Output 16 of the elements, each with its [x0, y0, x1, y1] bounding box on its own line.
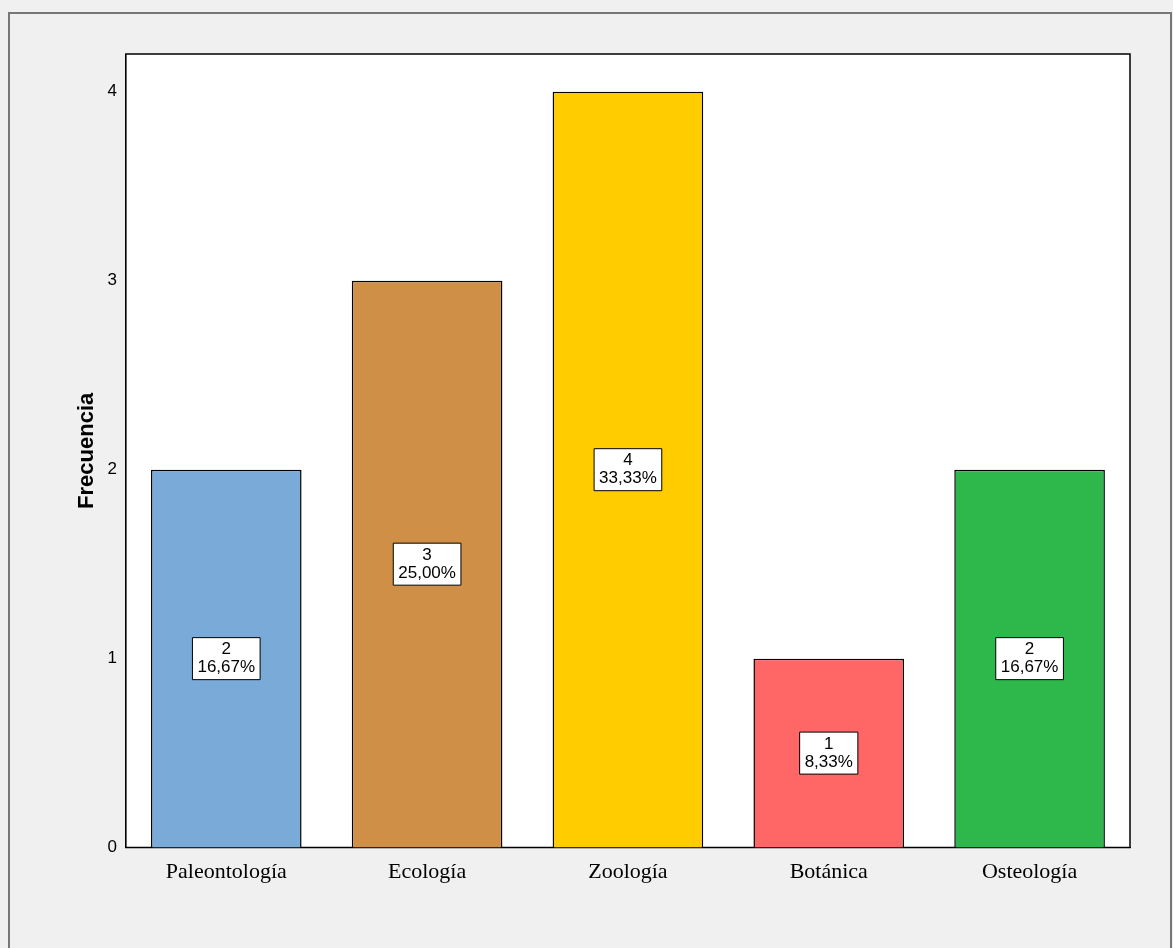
data-label: 4 33,33%: [599, 450, 657, 488]
x-tick-label: Zoología: [588, 857, 668, 883]
x-tick-label: Osteología: [981, 857, 1078, 883]
data-label: 2 16,67%: [197, 639, 256, 677]
x-tick-label: Paleontología: [165, 857, 287, 883]
y-tick-label: 2: [107, 459, 117, 479]
data-label: 2 16,67%: [1000, 639, 1059, 677]
y-tick-label: 1: [107, 648, 117, 668]
x-tick-label: Ecología: [388, 857, 467, 883]
y-tick-label: 3: [107, 270, 117, 290]
y-tick-label: 4: [107, 81, 117, 101]
data-label: 1 8,33%: [804, 733, 853, 771]
x-tick-label: Botánica: [789, 857, 869, 883]
y-tick-label: 0: [107, 837, 117, 857]
y-axis-title: Frecuencia: [73, 391, 99, 509]
data-label: 3 25,00%: [398, 544, 456, 582]
